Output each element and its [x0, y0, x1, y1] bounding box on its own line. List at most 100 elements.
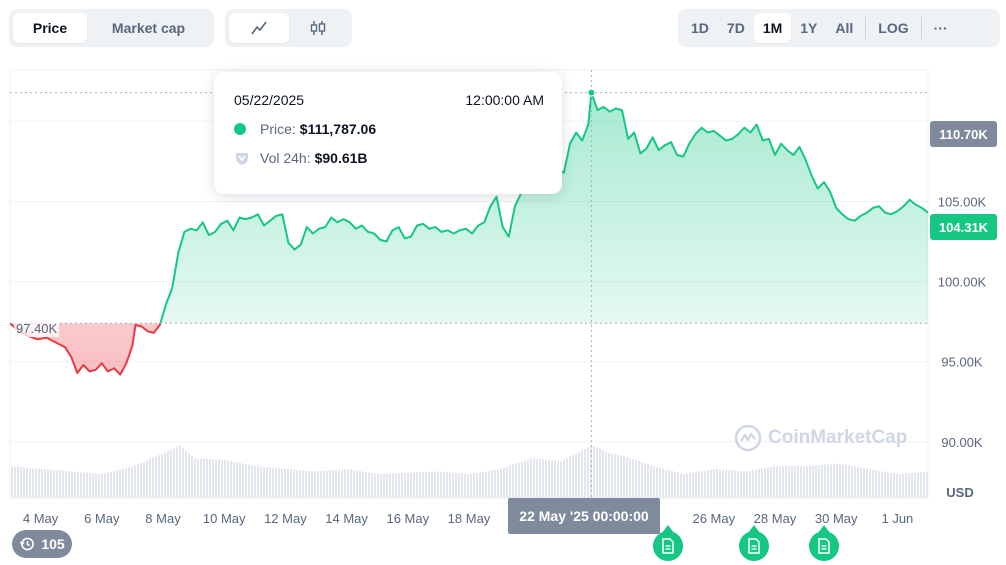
- range-1y[interactable]: 1Y: [800, 20, 818, 36]
- volume-bar: [104, 473, 106, 498]
- volume-bar: [596, 447, 598, 498]
- volume-bar: [563, 459, 565, 498]
- volume-bar: [524, 460, 526, 498]
- volume-bar: [644, 463, 646, 498]
- volume-bar: [815, 465, 817, 498]
- volume-bar: [311, 471, 313, 498]
- volume-bar: [182, 448, 184, 498]
- volume-bar: [431, 471, 433, 498]
- volume-bar: [134, 465, 136, 498]
- tab-price[interactable]: Price: [13, 13, 87, 43]
- current-price-tag: 104.31K: [930, 214, 997, 240]
- candlestick-icon[interactable]: [289, 13, 349, 43]
- volume-bar: [506, 466, 508, 498]
- volume-bar: [776, 466, 778, 498]
- volume-bar: [326, 470, 328, 498]
- volume-bar: [836, 463, 838, 498]
- log-scale-button[interactable]: LOG: [878, 20, 909, 36]
- volume-bar: [140, 462, 142, 498]
- volume-bar: [44, 469, 46, 498]
- volume-bar: [899, 474, 901, 498]
- volume-bar: [617, 454, 619, 498]
- range-all[interactable]: All: [835, 20, 854, 36]
- volume-bar: [128, 467, 130, 498]
- volume-bar: [818, 465, 820, 498]
- volume-bar: [335, 469, 337, 498]
- news-marker[interactable]: [739, 525, 769, 561]
- volume-bar: [653, 466, 655, 498]
- document-icon: [818, 538, 830, 554]
- volume-bar: [173, 447, 175, 498]
- volume-bar: [620, 455, 622, 498]
- price-line-up: [10, 91, 929, 324]
- range-1m[interactable]: 1M: [753, 13, 792, 43]
- volume-bar: [518, 462, 520, 498]
- range-toggle: 1D 7D 1M 1Y All LOG ···: [678, 9, 1000, 47]
- volume-bar: [251, 465, 253, 498]
- news-marker[interactable]: [809, 525, 839, 561]
- volume-bar: [434, 471, 436, 498]
- volume-bar: [809, 465, 811, 498]
- price-dot-icon: [234, 123, 246, 135]
- volume-bar: [881, 471, 883, 498]
- line-chart-icon[interactable]: [229, 13, 289, 43]
- volume-bar: [746, 471, 748, 498]
- x-tick-label: 12 May: [264, 511, 307, 526]
- tooltip-price-label: Price:: [260, 121, 296, 137]
- volume-bar: [446, 472, 448, 498]
- volume-bar: [884, 471, 886, 498]
- volume-bar: [260, 466, 262, 498]
- volume-bar: [710, 469, 712, 498]
- volume-bar: [305, 470, 307, 498]
- volume-bar: [854, 466, 856, 498]
- volume-bar: [905, 473, 907, 498]
- volume-bar: [788, 466, 790, 498]
- volume-bar: [719, 469, 721, 498]
- volume-bar: [146, 460, 148, 498]
- high-price-tag: 110.70K: [930, 121, 997, 147]
- volume-bar: [422, 472, 424, 498]
- volume-bar: [533, 458, 535, 498]
- volume-bar: [893, 473, 895, 498]
- volume-bar: [302, 470, 304, 498]
- volume-shield-icon: [234, 150, 250, 166]
- tab-market-cap[interactable]: Market cap: [111, 20, 186, 36]
- volume-bar: [272, 467, 274, 498]
- volume-bar: [734, 470, 736, 498]
- volume-bar: [26, 467, 28, 498]
- volume-bar: [803, 466, 805, 498]
- y-tick-label: 105.00K: [938, 194, 987, 209]
- volume-bar: [452, 472, 454, 498]
- volume-bar: [497, 469, 499, 498]
- volume-bar: [77, 472, 79, 498]
- volume-bar: [749, 470, 751, 498]
- volume-bar: [911, 472, 913, 498]
- history-badge[interactable]: 105: [12, 530, 72, 558]
- volume-bar: [344, 469, 346, 498]
- range-1d[interactable]: 1D: [691, 20, 709, 36]
- volume-bar: [779, 466, 781, 498]
- more-options-button[interactable]: ···: [933, 20, 948, 36]
- volume-bar: [38, 468, 40, 498]
- volume-bar: [428, 471, 430, 498]
- volume-bar: [737, 470, 739, 498]
- volume-bar: [224, 459, 226, 498]
- volume-bar: [878, 470, 880, 498]
- volume-bar: [74, 471, 76, 498]
- coinmarketcap-watermark: CoinMarketCap: [734, 424, 907, 452]
- volume-bar: [110, 472, 112, 498]
- volume-bar: [902, 473, 904, 498]
- news-marker[interactable]: [653, 525, 683, 561]
- volume-bar: [380, 474, 382, 498]
- volume-bar: [296, 469, 298, 498]
- volume-bar: [287, 468, 289, 498]
- volume-bar: [785, 466, 787, 498]
- volume-bar: [164, 452, 166, 498]
- volume-bar: [662, 468, 664, 498]
- x-tick-label: 18 May: [448, 511, 491, 526]
- volume-bar: [512, 464, 514, 498]
- volume-bar: [377, 474, 379, 498]
- range-7d[interactable]: 7D: [726, 20, 745, 36]
- volume-bar: [536, 458, 538, 498]
